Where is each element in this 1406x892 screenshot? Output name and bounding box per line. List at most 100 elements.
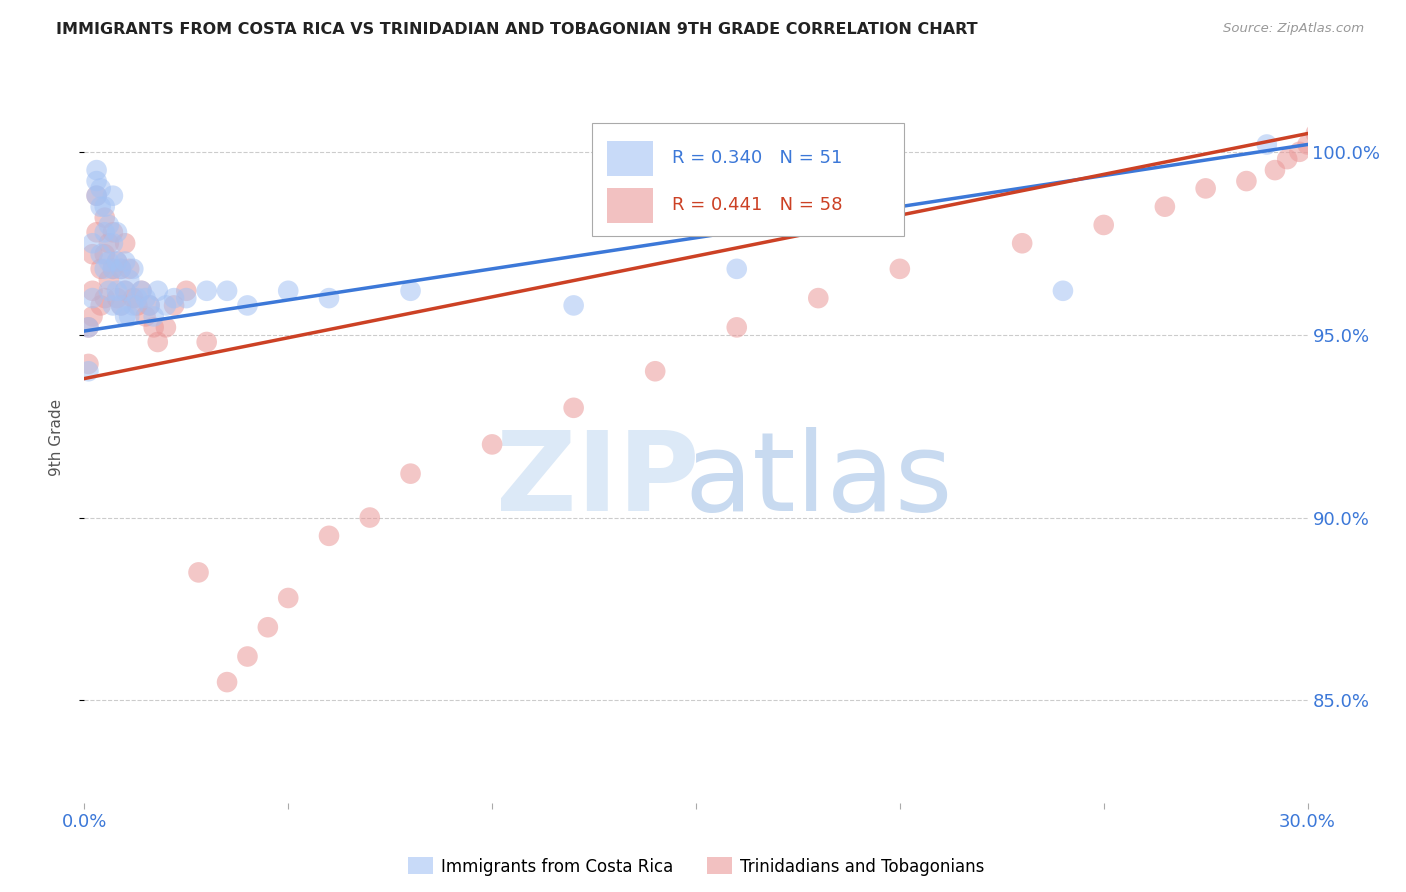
Point	[82, 291, 104, 305]
Point	[142, 320, 165, 334]
Point	[155, 320, 177, 334]
Point	[93, 247, 115, 261]
Point	[138, 298, 160, 312]
Point	[97, 284, 120, 298]
Point	[77, 364, 100, 378]
Point	[90, 298, 112, 312]
Point	[1195, 181, 1218, 195]
Point	[1277, 152, 1299, 166]
Point	[217, 675, 239, 690]
Point	[481, 437, 503, 451]
Y-axis label: 9th Grade: 9th Grade	[49, 399, 63, 475]
Point	[82, 310, 104, 324]
Point	[105, 225, 128, 239]
Point	[163, 291, 186, 305]
FancyBboxPatch shape	[592, 122, 904, 235]
Point	[118, 273, 141, 287]
Point	[105, 254, 128, 268]
Point	[359, 510, 381, 524]
FancyBboxPatch shape	[606, 187, 654, 223]
Point	[122, 291, 145, 305]
Point	[105, 284, 128, 298]
Point	[122, 261, 145, 276]
Point	[1011, 236, 1033, 251]
Point	[127, 291, 149, 305]
Point	[562, 298, 585, 312]
Point	[1264, 163, 1286, 178]
Point	[277, 284, 299, 298]
Point	[399, 467, 422, 481]
Point	[90, 261, 112, 276]
Point	[97, 218, 120, 232]
Point	[118, 261, 141, 276]
Point	[135, 291, 157, 305]
Point	[101, 298, 124, 312]
Point	[86, 225, 108, 239]
Point	[114, 284, 136, 298]
Point	[187, 566, 209, 580]
Point	[131, 284, 153, 298]
Point	[257, 620, 280, 634]
Point	[97, 236, 120, 251]
Point	[110, 298, 132, 312]
Point	[163, 298, 186, 312]
Point	[90, 247, 112, 261]
Point	[1305, 127, 1327, 141]
Point	[138, 298, 160, 312]
Text: R = 0.441   N = 58: R = 0.441 N = 58	[672, 196, 842, 214]
Point	[101, 261, 124, 276]
Text: Source: ZipAtlas.com: Source: ZipAtlas.com	[1223, 22, 1364, 36]
Legend: Immigrants from Costa Rica, Trinidadians and Tobagonians: Immigrants from Costa Rica, Trinidadians…	[401, 851, 991, 882]
Point	[101, 261, 124, 276]
Point	[195, 334, 218, 349]
FancyBboxPatch shape	[606, 141, 654, 176]
Point	[146, 334, 169, 349]
Point	[127, 298, 149, 312]
Point	[77, 320, 100, 334]
Point	[122, 298, 145, 312]
Point	[101, 225, 124, 239]
Point	[725, 320, 748, 334]
Text: ZIP: ZIP	[496, 427, 700, 534]
Point	[174, 291, 197, 305]
Point	[142, 310, 165, 324]
Point	[97, 254, 120, 268]
Point	[1256, 137, 1278, 152]
Point	[93, 200, 115, 214]
Point	[82, 247, 104, 261]
Point	[236, 298, 259, 312]
Text: IMMIGRANTS FROM COSTA RICA VS TRINIDADIAN AND TOBAGONIAN 9TH GRADE CORRELATION C: IMMIGRANTS FROM COSTA RICA VS TRINIDADIA…	[56, 22, 977, 37]
Text: atlas: atlas	[685, 427, 952, 534]
Point	[217, 284, 239, 298]
Point	[110, 261, 132, 276]
Point	[118, 310, 141, 324]
Point	[318, 529, 340, 543]
Point	[146, 284, 169, 298]
Point	[725, 261, 748, 276]
Point	[114, 284, 136, 298]
Point	[101, 236, 124, 251]
Point	[77, 320, 100, 334]
Point	[110, 298, 132, 312]
Point	[155, 298, 177, 312]
Point	[1296, 137, 1319, 152]
Point	[889, 261, 911, 276]
Point	[93, 291, 115, 305]
Point	[105, 291, 128, 305]
Point	[114, 254, 136, 268]
Point	[86, 174, 108, 188]
Point	[93, 225, 115, 239]
Point	[86, 188, 108, 202]
Point	[86, 188, 108, 202]
Point	[93, 211, 115, 225]
Point	[1154, 200, 1177, 214]
Point	[174, 284, 197, 298]
Text: R = 0.340   N = 51: R = 0.340 N = 51	[672, 149, 842, 168]
Point	[1052, 284, 1074, 298]
Point	[277, 591, 299, 605]
Point	[318, 291, 340, 305]
Point	[236, 649, 259, 664]
Point	[93, 261, 115, 276]
Point	[135, 310, 157, 324]
Point	[97, 273, 120, 287]
